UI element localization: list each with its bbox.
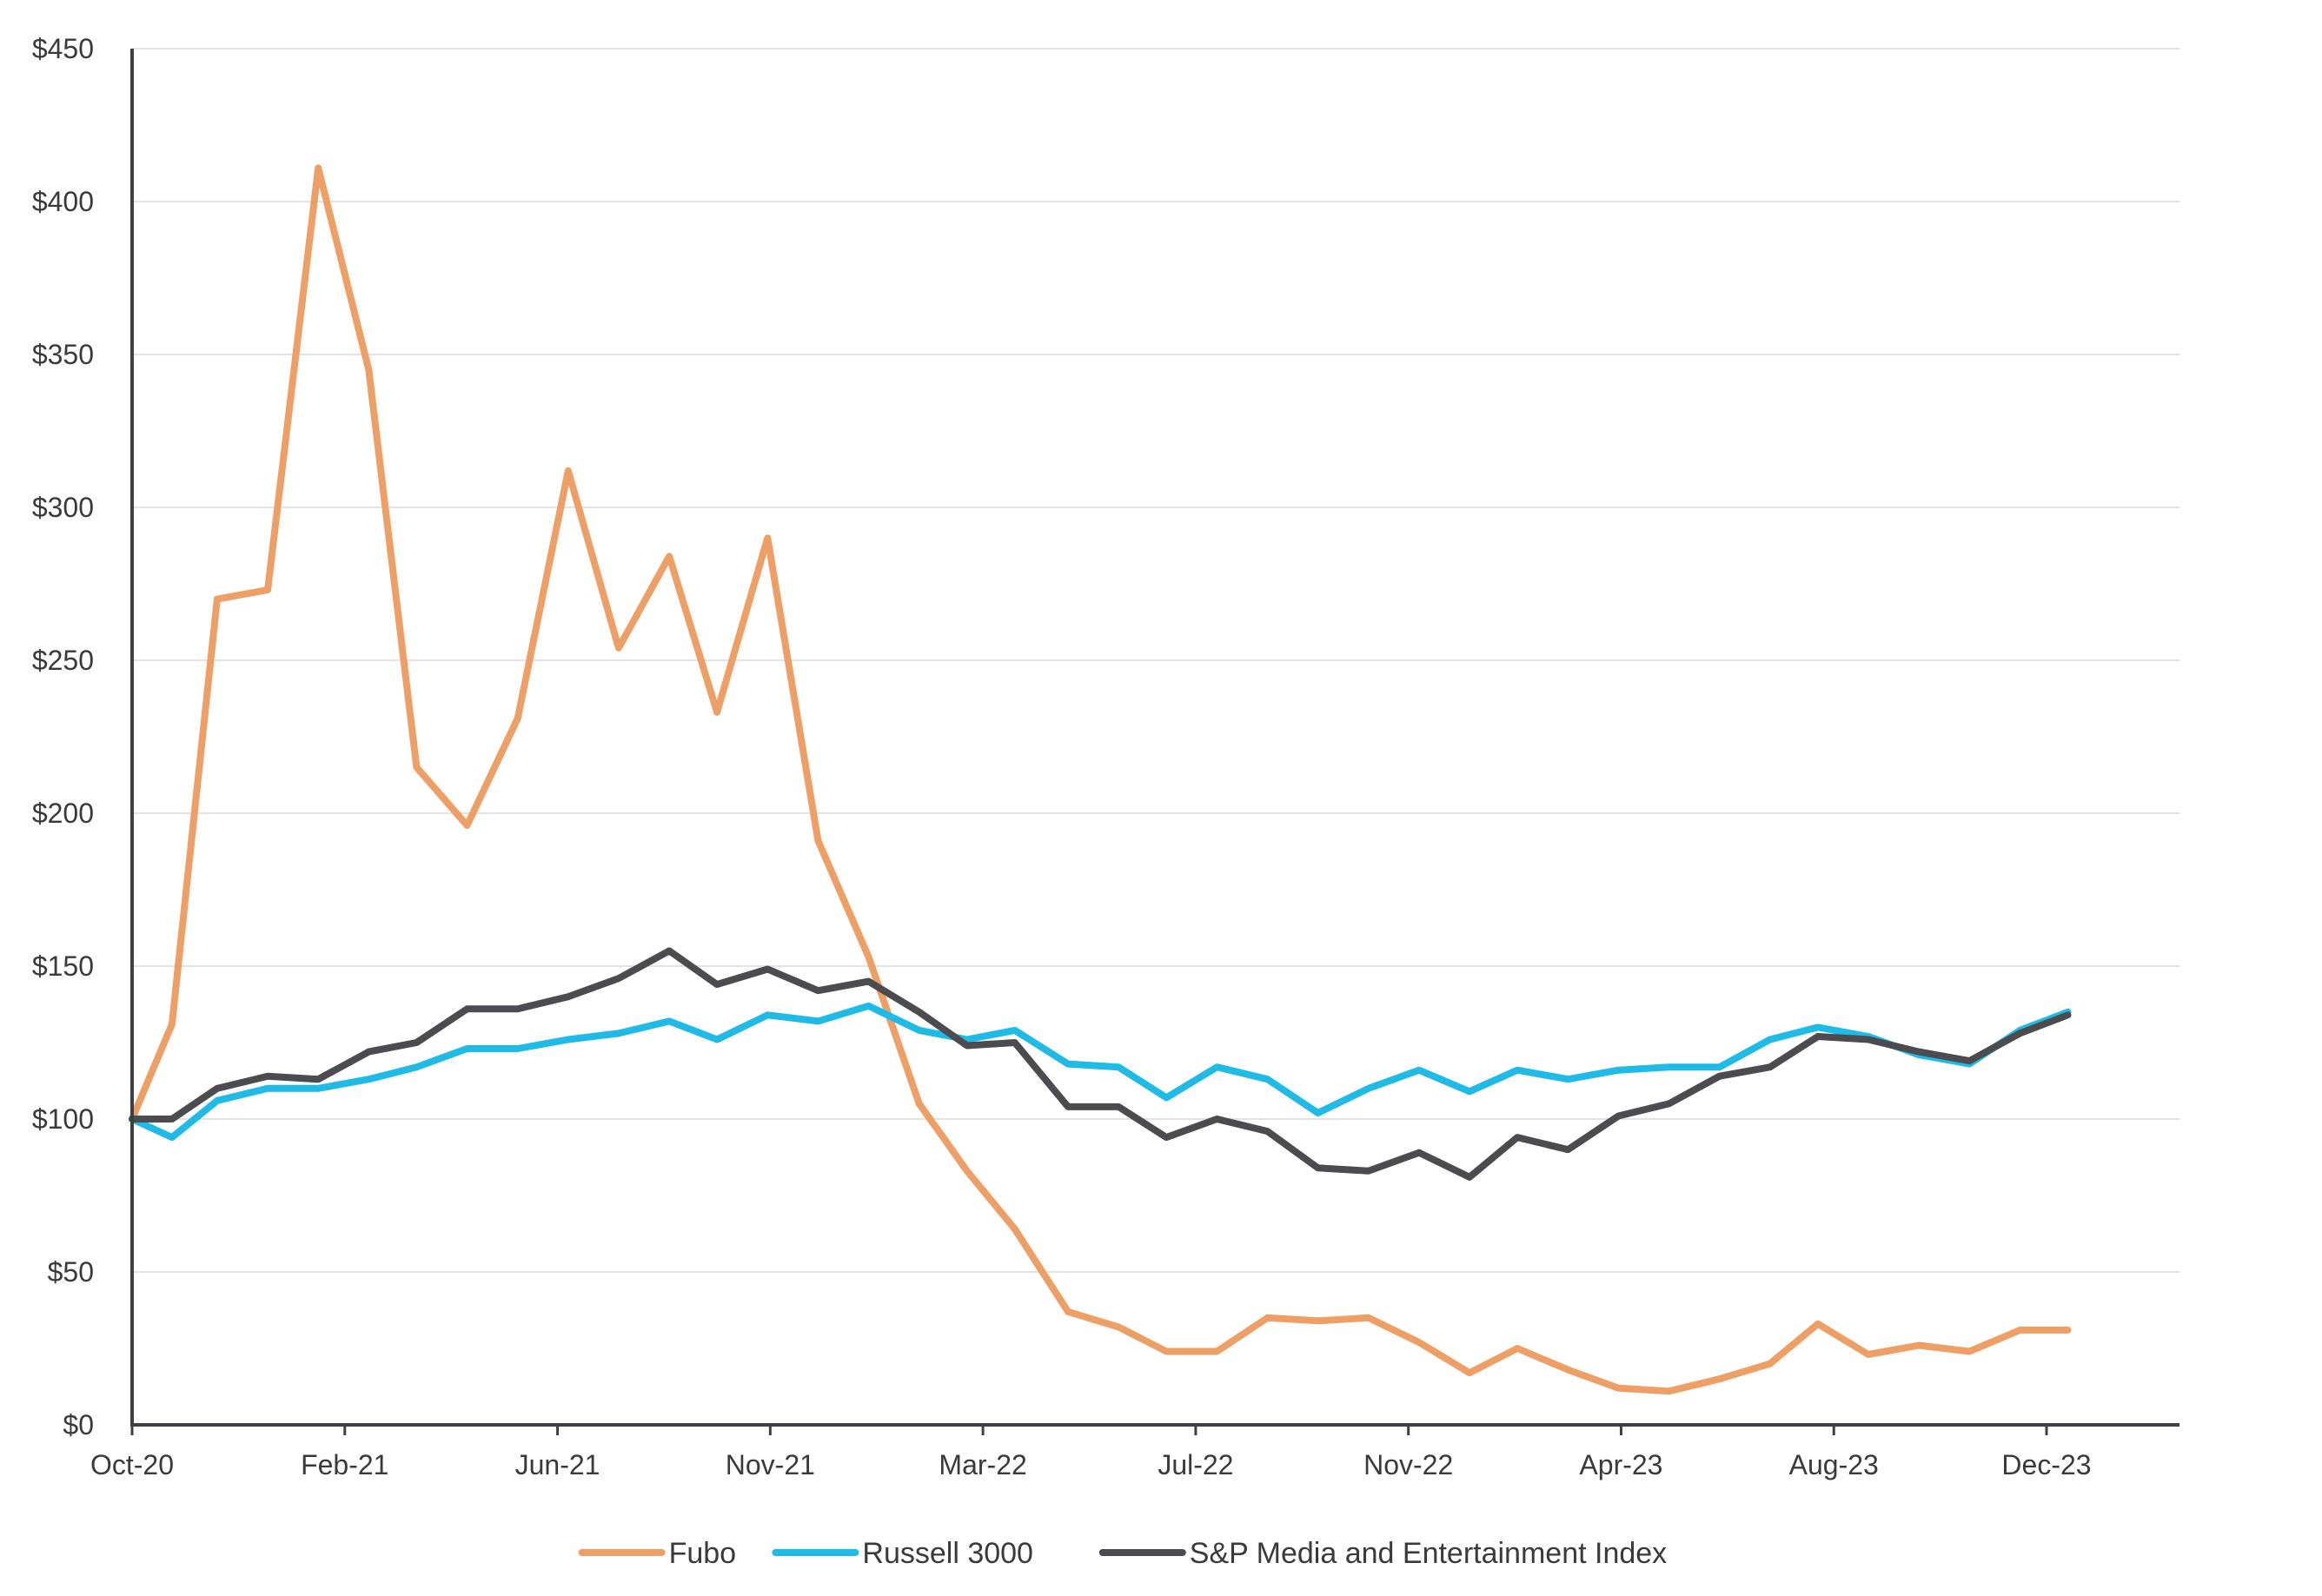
x-tick-label: Nov-22 bbox=[1363, 1449, 1453, 1480]
x-axis-tick-labels: Oct-20 Feb-21 Jun-21 Nov-21 Mar-22 Jul-22 Nov-… bbox=[90, 1449, 2092, 1480]
x-axis-ticks bbox=[130, 1425, 2048, 1435]
x-tick-label: Mar-22 bbox=[939, 1449, 1026, 1480]
y-tick-label: $200 bbox=[32, 798, 94, 829]
legend: Fubo Russell 3000 S&P Media and Entertainm… bbox=[578, 1537, 1667, 1570]
y-tick-label: $450 bbox=[32, 33, 94, 64]
y-tick-label: $400 bbox=[32, 186, 94, 217]
y-axis-tick-labels: $0 $50 $100 $150 $200 $250 $300 $350 $400 $450 bbox=[32, 33, 94, 1440]
legend-label: Fubo bbox=[669, 1537, 737, 1570]
legend-item: Fubo bbox=[578, 1537, 737, 1570]
series-line-sandp-media-and-entertainment-index bbox=[129, 947, 2072, 1181]
axes bbox=[130, 49, 2179, 1427]
series-lines bbox=[129, 164, 2072, 1395]
x-tick-label: Jul-22 bbox=[1158, 1449, 1233, 1480]
y-tick-label: $50 bbox=[48, 1256, 94, 1288]
y-tick-label: $350 bbox=[32, 339, 94, 370]
x-tick-label: Apr-23 bbox=[1579, 1449, 1662, 1480]
y-tick-label: $150 bbox=[32, 950, 94, 982]
series-line-russell-3000 bbox=[129, 1002, 2072, 1142]
y-tick-label: $300 bbox=[32, 492, 94, 523]
x-tick-label: Jun-21 bbox=[515, 1449, 600, 1480]
legend-label: Russell 3000 bbox=[862, 1537, 1033, 1570]
x-tick-label: Aug-23 bbox=[1789, 1449, 1879, 1480]
y-tick-label: $0 bbox=[63, 1409, 94, 1440]
x-tick-label: Nov-21 bbox=[726, 1449, 815, 1480]
legend-item: S&P Media and Entertainment Index bbox=[1098, 1537, 1667, 1570]
x-tick-label: Feb-21 bbox=[301, 1449, 388, 1480]
legend-item: Russell 3000 bbox=[772, 1537, 1033, 1570]
x-tick-label: Oct-20 bbox=[90, 1449, 174, 1480]
legend-label: S&P Media and Entertainment Index bbox=[1190, 1537, 1667, 1570]
y-tick-label: $250 bbox=[32, 645, 94, 676]
series-line-fubo bbox=[129, 164, 2072, 1395]
y-tick-label: $100 bbox=[32, 1103, 94, 1135]
x-tick-label: Dec-23 bbox=[2001, 1449, 2091, 1480]
